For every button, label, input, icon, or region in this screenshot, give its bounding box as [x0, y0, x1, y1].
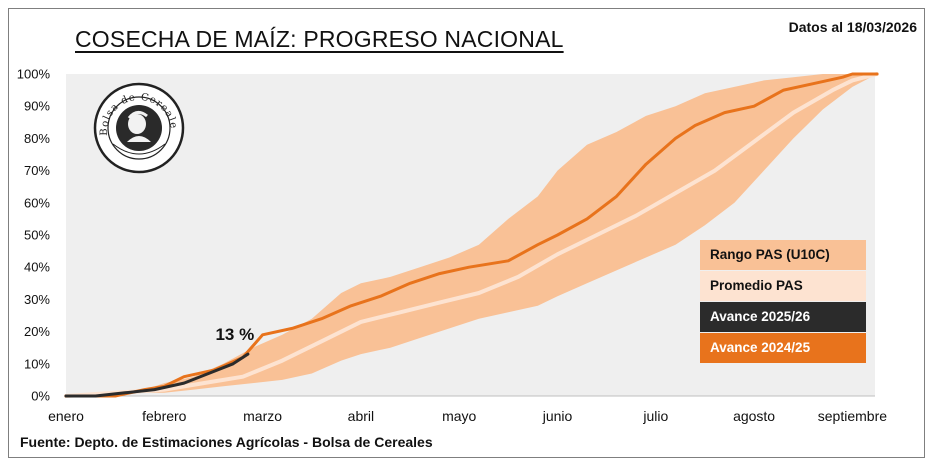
- legend-item: Promedio PAS: [700, 271, 866, 301]
- date-note: Datos al 18/03/2026: [788, 19, 917, 35]
- x-tick-label: abril: [348, 408, 374, 424]
- series-promedio-pas-line: [64, 72, 879, 398]
- y-tick-label: 90%: [24, 99, 50, 114]
- chart-legend: Rango PAS (U10C) Promedio PAS Avance 2025/…: [700, 240, 866, 364]
- legend-item: Avance 2025/26: [700, 302, 866, 332]
- chart-title: COSECHA DE MAÍZ: PROGRESO NACIONAL: [75, 26, 564, 52]
- legend-item: Avance 2024/25: [700, 333, 866, 363]
- y-tick-label: 10%: [24, 356, 50, 371]
- annotation-label: 13 %: [215, 325, 254, 344]
- x-tick-label: enero: [48, 408, 84, 424]
- y-tick-label: 100%: [17, 67, 51, 82]
- x-tick-label: julio: [642, 408, 668, 424]
- series-rango-pas-band: [66, 74, 877, 396]
- x-tick-label: agosto: [733, 408, 775, 424]
- y-tick-label: 80%: [24, 131, 50, 146]
- y-tick-label: 40%: [24, 260, 50, 275]
- series-avance-2024-25-line: [64, 72, 879, 398]
- x-tick-label: febrero: [142, 408, 187, 424]
- series-avance-2025-26-line: [64, 352, 250, 398]
- x-tick-label: junio: [542, 408, 573, 424]
- y-tick-label: 50%: [24, 228, 50, 243]
- source-note: Fuente: Depto. de Estimaciones Agrícolas…: [20, 434, 433, 450]
- x-tick-label: septiembre: [818, 408, 887, 424]
- y-tick-label: 70%: [24, 163, 50, 178]
- y-tick-label: 60%: [24, 195, 50, 210]
- legend-item: Rango PAS (U10C): [700, 240, 866, 270]
- x-tick-label: mayo: [442, 408, 476, 424]
- y-tick-label: 0%: [31, 389, 50, 404]
- bolsa-de-cereales-logo: Bolsa de Cereales: [93, 82, 185, 174]
- y-tick-label: 30%: [24, 292, 50, 307]
- y-tick-label: 20%: [24, 324, 50, 339]
- x-tick-label: marzo: [243, 408, 282, 424]
